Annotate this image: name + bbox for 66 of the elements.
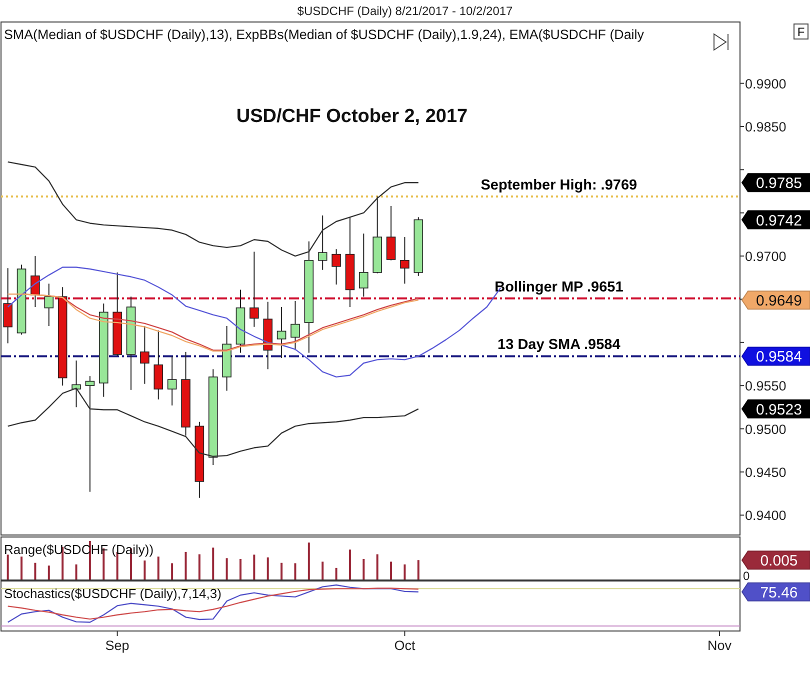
- ref-line-label: 13 Day SMA .9584: [498, 337, 620, 354]
- chart-title: Stochastics($USDCHF (Daily),7,14,3): [4, 586, 222, 601]
- bar: [417, 560, 420, 580]
- text: 75.46: [760, 584, 798, 602]
- bar: [48, 566, 50, 580]
- bar: [266, 557, 269, 580]
- bar: [348, 550, 351, 580]
- x-tick-label: Sep: [105, 638, 130, 653]
- candlestick: [276, 306, 286, 358]
- candlestick: [359, 233, 368, 298]
- bar: [198, 554, 200, 580]
- candlestick: [290, 300, 300, 351]
- bar: [212, 548, 214, 580]
- bar: [280, 562, 283, 580]
- y-tick-label: 0.9400: [745, 508, 786, 524]
- bar: [226, 558, 228, 580]
- bar: [20, 556, 23, 580]
- candlestick: [318, 214, 328, 270]
- bar: [322, 562, 324, 580]
- ref-line-label: September High: .9769: [480, 177, 638, 194]
- bar: [75, 564, 78, 580]
- line-series: [7, 161, 419, 257]
- bar: [171, 563, 174, 580]
- candlestick: [30, 256, 40, 308]
- text: 0.9649: [756, 292, 802, 310]
- candlestick: [386, 205, 396, 261]
- bar: [362, 558, 365, 580]
- text: 0.9584: [756, 348, 802, 366]
- y-tick-label: 0.9550: [745, 378, 786, 394]
- text: 0.005: [760, 552, 798, 570]
- candlestick: [44, 283, 54, 326]
- bar: [34, 562, 36, 580]
- y-tick-label: 0.9500: [745, 422, 786, 437]
- bar: [390, 562, 392, 580]
- text: 0.9742: [756, 212, 802, 230]
- text: F: [797, 25, 805, 39]
- text: 0.9785: [756, 175, 802, 192]
- y-tick-label: 0.9900: [745, 76, 786, 92]
- bar: [308, 542, 310, 580]
- x-tick-label: Oct: [394, 638, 416, 653]
- text: USD/CHF October 2, 2017: [236, 106, 468, 127]
- bar: [184, 552, 187, 580]
- y-tick-label: 0.9850: [745, 120, 786, 134]
- bar: [253, 554, 256, 580]
- candlestick: [250, 251, 259, 328]
- text: 0.9523: [756, 401, 802, 418]
- ref-line-label: Bollinger MP .9651: [494, 279, 624, 296]
- text: $USDCHF (Daily) 8/21/2017 - 10/2/2017: [297, 4, 514, 18]
- candlestick: [167, 356, 177, 406]
- bar: [404, 564, 406, 580]
- chart-title: SMA(Median of $USDCHF (Daily),13), ExpBBs(Median of $USDCHF (Daily),1.9,24), EMA($USDCHF (Daily: [4, 27, 644, 42]
- candlestick: [400, 236, 410, 284]
- candlestick: [85, 376, 95, 492]
- bar: [144, 560, 146, 580]
- text: 0: [743, 569, 750, 583]
- bar: [239, 558, 242, 580]
- y-tick-label: 0.9700: [745, 249, 786, 264]
- candlestick: [3, 268, 12, 344]
- candlestick: [140, 326, 150, 384]
- x-tick-label: Nov: [707, 638, 732, 653]
- candlestick: [332, 248, 341, 286]
- bar: [157, 556, 160, 580]
- bar: [376, 554, 378, 580]
- y-tick-label: 0.9450: [745, 464, 786, 480]
- bar: [294, 563, 296, 580]
- bar: [335, 568, 338, 580]
